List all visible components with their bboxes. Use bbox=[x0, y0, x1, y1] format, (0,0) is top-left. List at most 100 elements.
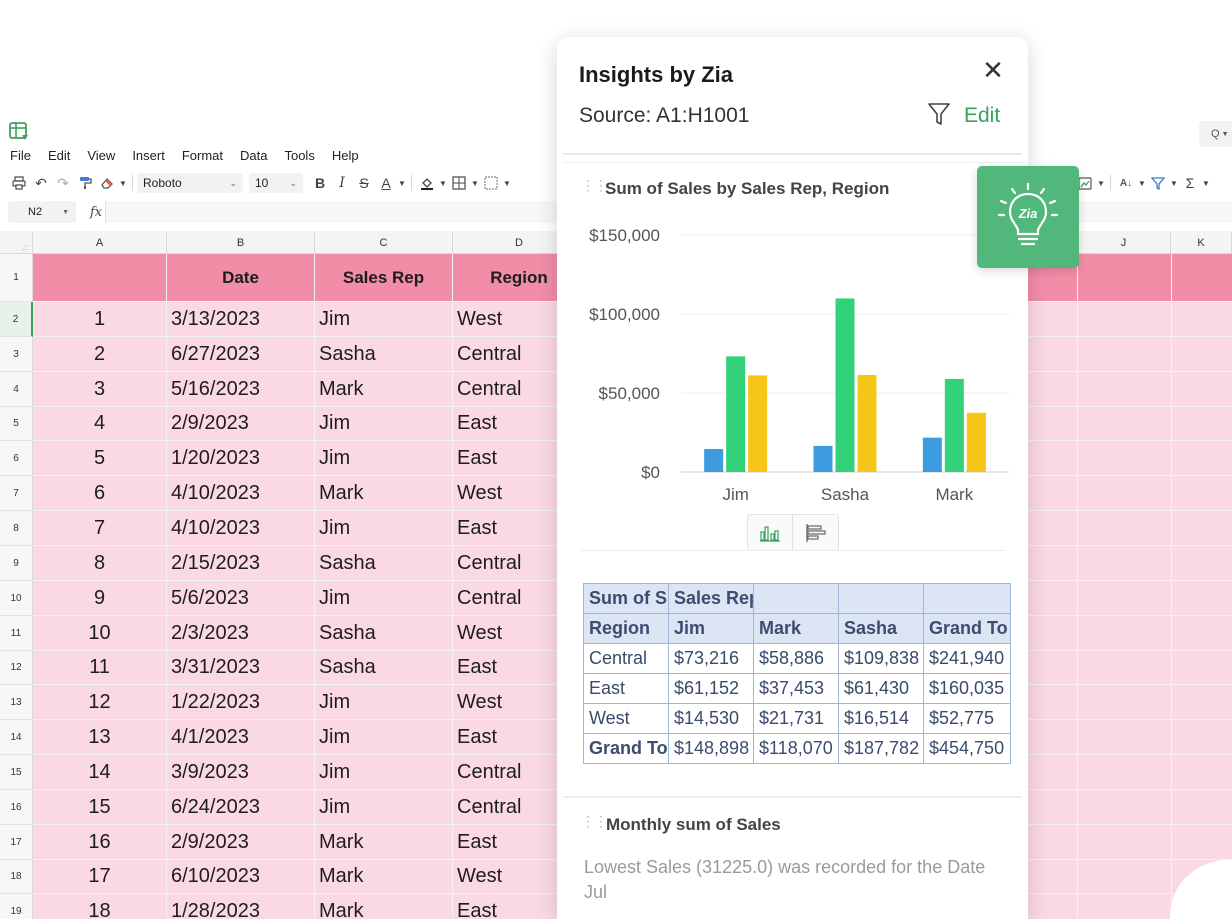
cells-j-k[interactable] bbox=[1028, 651, 1232, 685]
cells-j-k[interactable] bbox=[1028, 825, 1232, 860]
cell-c[interactable]: Jim bbox=[315, 511, 453, 546]
row-number[interactable]: 17 bbox=[0, 825, 33, 860]
font-family-select[interactable]: Roboto ⌄ bbox=[137, 173, 243, 193]
row-number[interactable]: 2 bbox=[0, 302, 33, 337]
cells-j-k[interactable] bbox=[1028, 720, 1232, 755]
cells-j-k[interactable] bbox=[1028, 476, 1232, 511]
cell-a[interactable]: 18 bbox=[33, 894, 167, 919]
chevron-down-icon[interactable]: ▼ bbox=[1097, 178, 1105, 188]
print-icon[interactable] bbox=[8, 172, 30, 194]
cells-j-k[interactable] bbox=[1028, 372, 1232, 407]
cell-c[interactable]: Jim bbox=[315, 302, 453, 337]
row-number[interactable]: 10 bbox=[0, 581, 33, 616]
cells-j-k[interactable] bbox=[1028, 755, 1232, 790]
cell-c[interactable]: Mark bbox=[315, 894, 453, 919]
drag-handle-icon[interactable]: ⋮⋮ bbox=[581, 177, 608, 193]
formula-input[interactable] bbox=[105, 201, 565, 223]
chevron-down-icon[interactable]: ▼ bbox=[1202, 178, 1210, 188]
cell-a[interactable]: 9 bbox=[33, 581, 167, 616]
menu-data[interactable]: Data bbox=[240, 148, 268, 163]
row-number[interactable]: 9 bbox=[0, 546, 33, 581]
cell-a[interactable] bbox=[33, 254, 167, 302]
cell-b[interactable]: 1/22/2023 bbox=[167, 685, 315, 720]
row-number[interactable]: 5 bbox=[0, 407, 33, 441]
borders-icon[interactable] bbox=[448, 172, 470, 194]
undo-icon[interactable]: ↶ bbox=[35, 174, 47, 191]
cell-a[interactable]: 1 bbox=[33, 302, 167, 337]
cell-a[interactable]: 15 bbox=[33, 790, 167, 825]
cell-c[interactable]: Sales Rep bbox=[315, 254, 453, 302]
cell-a[interactable]: 17 bbox=[33, 860, 167, 894]
column-header-c[interactable]: C bbox=[315, 231, 453, 254]
cell-b[interactable]: 3/9/2023 bbox=[167, 755, 315, 790]
menu-edit[interactable]: Edit bbox=[47, 148, 71, 163]
chevron-down-icon[interactable]: ▼ bbox=[398, 178, 406, 188]
column-header-j[interactable]: J bbox=[1077, 231, 1171, 254]
row-number[interactable]: 11 bbox=[0, 616, 33, 651]
cell-b[interactable]: 2/9/2023 bbox=[167, 407, 315, 441]
row-number[interactable]: 12 bbox=[0, 651, 33, 685]
sum-icon[interactable]: Σ bbox=[1185, 175, 1195, 191]
strikethrough-button[interactable]: S bbox=[359, 175, 369, 191]
insert-chart-icon[interactable] bbox=[1074, 172, 1096, 194]
cell-a[interactable]: 13 bbox=[33, 720, 167, 755]
cell-a[interactable]: 10 bbox=[33, 616, 167, 651]
cells-j-k[interactable] bbox=[1028, 685, 1232, 720]
cells-j-k[interactable] bbox=[1028, 511, 1232, 546]
row-number[interactable]: 4 bbox=[0, 372, 33, 407]
cell-b[interactable]: 6/24/2023 bbox=[167, 790, 315, 825]
cells-j-k[interactable] bbox=[1028, 546, 1232, 581]
redo-icon[interactable]: ↷ bbox=[57, 174, 69, 191]
cell-b[interactable]: Date bbox=[167, 254, 315, 302]
row-number[interactable]: 8 bbox=[0, 511, 33, 546]
menu-tools[interactable]: Tools bbox=[284, 148, 315, 163]
cell-a[interactable]: 4 bbox=[33, 407, 167, 441]
cell-b[interactable]: 2/9/2023 bbox=[167, 825, 315, 860]
sort-az-icon[interactable]: A↓ bbox=[1119, 177, 1133, 189]
row-number[interactable]: 7 bbox=[0, 476, 33, 511]
cells-j-k[interactable] bbox=[1028, 302, 1232, 337]
clear-format-icon[interactable] bbox=[96, 172, 118, 194]
column-header-b[interactable]: B bbox=[167, 231, 315, 254]
row-number[interactable]: 16 bbox=[0, 790, 33, 825]
cell-a[interactable]: 6 bbox=[33, 476, 167, 511]
cell-b[interactable]: 2/15/2023 bbox=[167, 546, 315, 581]
cell-a[interactable]: 7 bbox=[33, 511, 167, 546]
zia-badge[interactable]: Zia bbox=[977, 166, 1079, 268]
row-number[interactable]: 13 bbox=[0, 685, 33, 720]
column-header-k[interactable]: K bbox=[1171, 231, 1232, 254]
close-icon[interactable]: ✕ bbox=[982, 55, 1004, 85]
cell-b[interactable]: 6/10/2023 bbox=[167, 860, 315, 894]
cell-a[interactable]: 3 bbox=[33, 372, 167, 407]
menu-view[interactable]: View bbox=[87, 148, 116, 163]
name-box[interactable]: N2 ▼ bbox=[8, 201, 76, 223]
search-button[interactable]: Q ▼ bbox=[1199, 121, 1232, 147]
cell-b[interactable]: 4/1/2023 bbox=[167, 720, 315, 755]
cells-j-k[interactable] bbox=[1028, 337, 1232, 372]
cell-c[interactable]: Sasha bbox=[315, 337, 453, 372]
cell-c[interactable]: Jim bbox=[315, 720, 453, 755]
cell-b[interactable]: 3/31/2023 bbox=[167, 651, 315, 685]
cells-j-k[interactable] bbox=[1028, 441, 1232, 476]
row-number[interactable]: 6 bbox=[0, 441, 33, 476]
filter-icon[interactable] bbox=[1147, 172, 1169, 194]
cell-a[interactable]: 5 bbox=[33, 441, 167, 476]
cell-c[interactable]: Jim bbox=[315, 755, 453, 790]
chevron-down-icon[interactable]: ▼ bbox=[503, 178, 511, 188]
cell-b[interactable]: 1/20/2023 bbox=[167, 441, 315, 476]
merge-cells-icon[interactable] bbox=[480, 172, 502, 194]
cell-c[interactable]: Jim bbox=[315, 407, 453, 441]
cell-c[interactable]: Jim bbox=[315, 581, 453, 616]
chevron-down-icon[interactable]: ▼ bbox=[1138, 178, 1146, 188]
font-color-button[interactable]: A bbox=[381, 175, 391, 191]
cell-b[interactable]: 5/6/2023 bbox=[167, 581, 315, 616]
chart-view-button[interactable] bbox=[748, 515, 794, 550]
menu-file[interactable]: File bbox=[10, 148, 31, 163]
paint-format-icon[interactable] bbox=[74, 172, 96, 194]
cell-a[interactable]: 14 bbox=[33, 755, 167, 790]
cell-c[interactable]: Mark bbox=[315, 825, 453, 860]
edit-button[interactable]: Edit bbox=[964, 104, 1001, 127]
row-number[interactable]: 15 bbox=[0, 755, 33, 790]
column-header-a[interactable]: A bbox=[33, 231, 167, 254]
cell-c[interactable]: Sasha bbox=[315, 546, 453, 581]
